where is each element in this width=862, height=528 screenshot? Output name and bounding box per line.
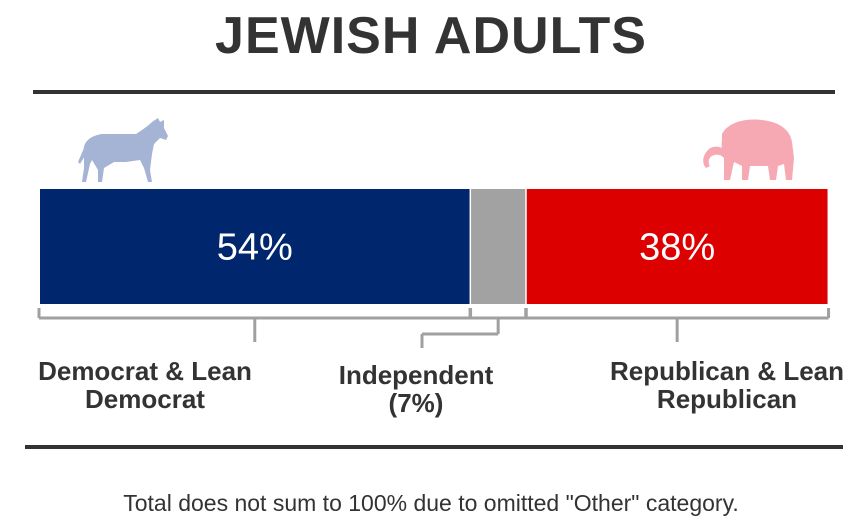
bars-group: 54% 38%: [40, 189, 828, 304]
label-democrat: Democrat & Lean Democrat: [14, 357, 276, 413]
bar-republican: [526, 189, 828, 304]
label-republican: Republican & Lean Republican: [594, 357, 860, 413]
bottom-divider: [25, 445, 843, 449]
bar-independent: [471, 189, 526, 304]
label-republican-line2: Republican: [656, 384, 798, 414]
value-label-democrat: 54%: [217, 227, 293, 269]
donkey-icon: [78, 118, 168, 182]
label-democrat-line2: Democrat: [85, 384, 205, 414]
chart-title: JEWISH ADULTS: [215, 7, 647, 65]
value-label-republican: 38%: [639, 227, 715, 269]
label-democrat-line1: Democrat & Lean: [38, 356, 252, 386]
label-republican-line1: Republican & Lean: [609, 356, 845, 386]
label-independent-line2: (7%): [388, 388, 444, 418]
stacked-bar-chart: 54% 38%: [37, 118, 831, 348]
label-independent-line1: Independent: [338, 360, 494, 390]
top-divider: [33, 90, 835, 94]
label-independent: Independent (7%): [306, 361, 526, 417]
elephant-icon: [703, 119, 794, 180]
footnote: Total does not sum to 100% due to omitte…: [123, 490, 739, 516]
brackets-group: [37, 308, 831, 348]
bar-democrat: [40, 189, 470, 304]
